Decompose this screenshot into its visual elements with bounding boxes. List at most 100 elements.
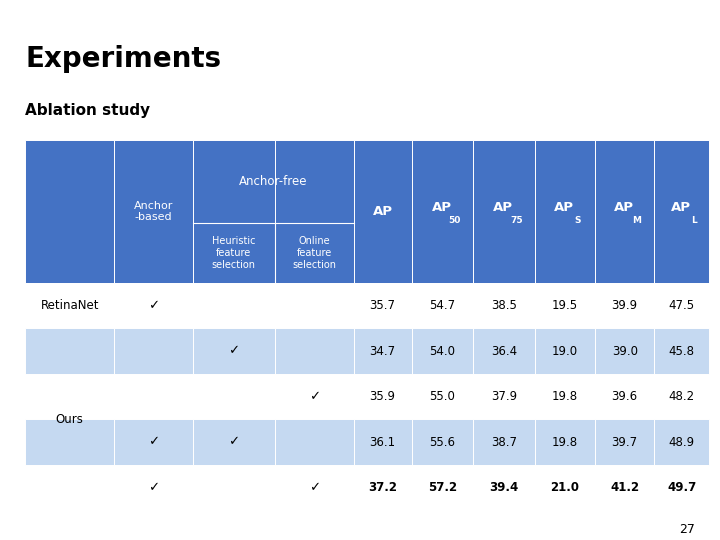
Bar <box>275 374 354 419</box>
Text: AP: AP <box>493 201 513 214</box>
Text: 48.2: 48.2 <box>669 390 695 403</box>
Text: 75: 75 <box>510 217 523 225</box>
Bar <box>354 374 412 419</box>
Bar <box>114 283 193 328</box>
Text: 27: 27 <box>679 523 695 536</box>
Text: 37.9: 37.9 <box>491 390 517 403</box>
Bar <box>595 419 654 465</box>
Bar <box>473 283 535 328</box>
Bar <box>275 465 354 510</box>
Bar <box>535 283 595 328</box>
Text: Anchor
-based: Anchor -based <box>134 201 173 222</box>
Text: 21.0: 21.0 <box>550 481 580 494</box>
Text: 49.7: 49.7 <box>667 481 696 494</box>
Bar <box>654 328 709 374</box>
Text: ✓: ✓ <box>309 481 320 494</box>
Bar <box>595 328 654 374</box>
Text: Ours: Ours <box>55 413 84 426</box>
Bar <box>654 465 709 510</box>
Text: 37.2: 37.2 <box>368 481 397 494</box>
Text: 39.9: 39.9 <box>612 299 638 312</box>
Bar <box>535 328 595 374</box>
Text: 45.8: 45.8 <box>669 345 695 357</box>
Text: ✓: ✓ <box>228 436 239 449</box>
Text: 19.5: 19.5 <box>552 299 578 312</box>
Text: 38.5: 38.5 <box>491 299 517 312</box>
Text: Experiments: Experiments <box>25 45 221 73</box>
Text: AP: AP <box>671 201 691 214</box>
Text: Online
feature
selection: Online feature selection <box>292 237 336 269</box>
Bar <box>412 374 473 419</box>
Bar <box>114 419 193 465</box>
Bar <box>25 419 114 465</box>
Text: 39.7: 39.7 <box>612 436 638 449</box>
Text: ✓: ✓ <box>148 299 159 312</box>
Text: 34.7: 34.7 <box>369 345 396 357</box>
Bar <box>114 328 193 374</box>
Bar <box>354 328 412 374</box>
Bar <box>25 283 114 328</box>
Text: 19.0: 19.0 <box>552 345 578 357</box>
Text: ✓: ✓ <box>148 481 159 494</box>
Bar <box>193 374 275 419</box>
Text: 36.4: 36.4 <box>491 345 517 357</box>
Bar <box>193 419 275 465</box>
Text: AP: AP <box>372 205 392 218</box>
Text: Heuristic
feature
selection: Heuristic feature selection <box>212 237 256 269</box>
Text: 19.8: 19.8 <box>552 436 578 449</box>
Text: 35.7: 35.7 <box>369 299 395 312</box>
Text: 39.6: 39.6 <box>612 390 638 403</box>
Bar <box>412 283 473 328</box>
Bar <box>114 140 193 283</box>
Text: M: M <box>633 217 642 225</box>
Text: 38.7: 38.7 <box>491 436 517 449</box>
Bar <box>114 465 193 510</box>
Text: 36.1: 36.1 <box>369 436 396 449</box>
Bar <box>25 374 114 419</box>
Bar <box>473 328 535 374</box>
Bar <box>354 419 412 465</box>
Bar <box>535 140 595 283</box>
Text: 19.8: 19.8 <box>552 390 578 403</box>
Text: 55.0: 55.0 <box>430 390 455 403</box>
Bar <box>114 374 193 419</box>
Text: L: L <box>691 217 697 225</box>
Text: 57.2: 57.2 <box>428 481 457 494</box>
Bar <box>275 328 354 374</box>
Bar <box>473 419 535 465</box>
Text: 48.9: 48.9 <box>669 436 695 449</box>
Text: ✓: ✓ <box>148 436 159 449</box>
Bar <box>275 140 354 283</box>
Text: 47.5: 47.5 <box>669 299 695 312</box>
Bar <box>275 419 354 465</box>
Bar <box>193 283 275 328</box>
Bar <box>193 140 275 283</box>
Bar <box>275 283 354 328</box>
Text: 50: 50 <box>449 217 461 225</box>
Bar <box>654 374 709 419</box>
Bar <box>535 465 595 510</box>
Bar <box>193 465 275 510</box>
Bar <box>193 328 275 374</box>
Bar <box>354 283 412 328</box>
Text: 55.6: 55.6 <box>429 436 456 449</box>
Text: 39.4: 39.4 <box>490 481 518 494</box>
Bar <box>535 374 595 419</box>
Bar <box>595 140 654 283</box>
Text: 41.2: 41.2 <box>610 481 639 494</box>
Bar <box>25 465 114 510</box>
Text: 54.0: 54.0 <box>429 345 456 357</box>
Bar <box>654 140 709 283</box>
Bar <box>412 140 473 283</box>
Bar <box>473 374 535 419</box>
Text: ✓: ✓ <box>309 390 320 403</box>
Bar <box>535 419 595 465</box>
Text: 54.7: 54.7 <box>429 299 456 312</box>
Bar <box>595 465 654 510</box>
Text: 35.9: 35.9 <box>369 390 395 403</box>
Bar <box>412 328 473 374</box>
Bar <box>25 140 114 283</box>
Text: ✓: ✓ <box>228 345 239 357</box>
Text: RetinaNet: RetinaNet <box>40 299 99 312</box>
Bar <box>654 283 709 328</box>
